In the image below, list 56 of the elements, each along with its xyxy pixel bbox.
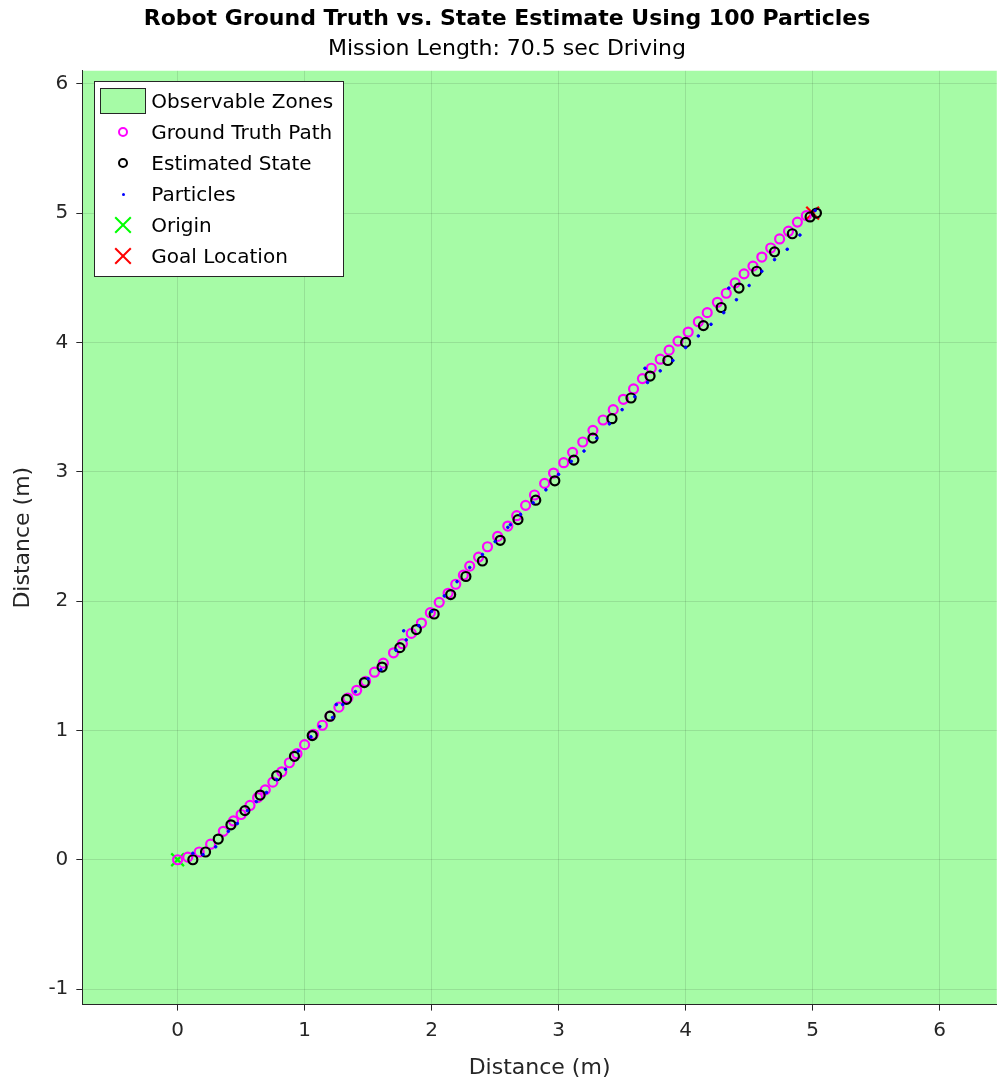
chart-title: Robot Ground Truth vs. State Estimate Using 100 Particles [143,4,871,30]
point [212,833,224,845]
point [751,265,763,277]
point [376,661,388,673]
point [549,475,561,487]
x-tick-label: 4 [679,1016,692,1041]
point [410,623,422,636]
point [680,336,692,348]
point [606,413,618,425]
y-tick-label: 0 [55,845,69,870]
legend-label: Goal Location [151,244,288,269]
point [644,370,656,382]
x-tick-label: 3 [552,1016,565,1041]
y-tick-label: 1 [55,716,69,741]
point [530,494,542,506]
point [805,205,821,221]
point [810,207,823,219]
x-tick-label: 2 [425,1016,438,1041]
y-tick-label: 5 [55,199,69,224]
legend-label: Particles [151,182,236,207]
x-axis-title: Distance (m) [468,1053,611,1079]
band-label: Observable Zones [151,89,334,114]
point [239,805,251,817]
chart-subtitle: Mission Length: 70.5 sec Driving [327,35,687,61]
point [476,555,489,567]
y-tick-label: 6 [55,69,69,94]
legend-label: Origin [151,213,212,238]
point [625,392,637,404]
point [733,282,745,294]
y-tick-label: 4 [55,328,69,353]
point [587,432,599,444]
point [715,301,727,314]
point [568,454,580,466]
y-axis-title: Distance (m) [8,466,34,609]
x-tick-label: 0 [171,1016,184,1041]
x-tick-label: 6 [933,1016,947,1041]
x-tick-label: 1 [298,1016,311,1041]
point [512,513,524,526]
point [786,228,798,240]
point [768,246,781,258]
point [187,854,199,866]
y-tick-label: 3 [55,457,69,482]
point [225,819,237,831]
point [494,534,506,546]
point [428,608,440,620]
point [394,642,406,654]
legend-label: Ground Truth Path [151,120,333,145]
point [199,846,212,858]
legend-label: Estimated State [151,151,312,176]
point [662,354,674,367]
y-tick-label: 2 [55,587,69,612]
point [804,211,816,223]
x-tick-label: 5 [806,1016,820,1041]
point [271,770,283,782]
point [697,319,710,332]
y-tick-label: -1 [48,975,69,1000]
